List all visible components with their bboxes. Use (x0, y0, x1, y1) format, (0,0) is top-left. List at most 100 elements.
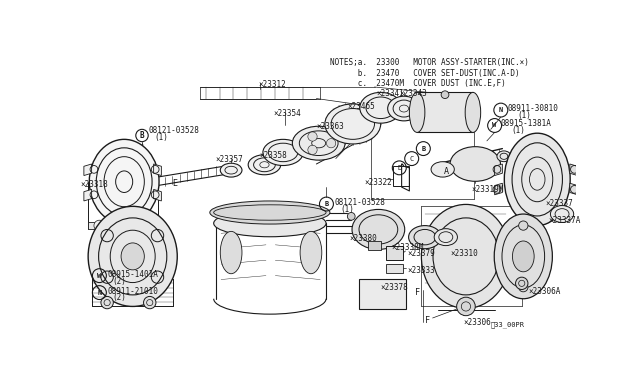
Text: W: W (97, 273, 102, 279)
Bar (359, 279, 406, 309)
Polygon shape (154, 164, 161, 176)
Ellipse shape (550, 206, 573, 222)
Text: ×23465: ×23465 (348, 102, 375, 110)
Bar (386, 264, 403, 273)
Text: ×23354: ×23354 (274, 109, 301, 118)
Circle shape (136, 220, 147, 231)
Text: ×23343: ×23343 (399, 89, 427, 97)
Text: ×23338M: ×23338M (392, 243, 424, 252)
Ellipse shape (434, 229, 458, 246)
Text: B: B (140, 131, 144, 140)
Text: ×23337: ×23337 (545, 199, 573, 208)
Circle shape (94, 220, 105, 231)
Polygon shape (570, 183, 577, 195)
Polygon shape (495, 164, 502, 176)
Ellipse shape (360, 92, 402, 123)
Text: D: D (397, 165, 401, 171)
Polygon shape (88, 222, 157, 230)
Ellipse shape (88, 206, 177, 307)
Polygon shape (84, 164, 92, 176)
Text: NOTES;a.  23300   MOTOR ASSY-STARTER(INC.×): NOTES;a. 23300 MOTOR ASSY-STARTER(INC.×) (330, 58, 529, 67)
Ellipse shape (248, 155, 281, 175)
Text: ×23310: ×23310 (451, 249, 478, 258)
Ellipse shape (121, 243, 145, 270)
Text: ×23363: ×23363 (316, 122, 344, 131)
Ellipse shape (214, 210, 326, 237)
Ellipse shape (497, 151, 511, 162)
Ellipse shape (431, 162, 454, 177)
Circle shape (457, 297, 476, 316)
Polygon shape (154, 189, 161, 201)
Polygon shape (495, 183, 502, 195)
Ellipse shape (504, 133, 570, 225)
Text: ×23306A: ×23306A (528, 287, 561, 296)
Circle shape (308, 132, 317, 141)
Circle shape (326, 139, 336, 148)
Circle shape (143, 296, 156, 309)
Circle shape (308, 145, 317, 154)
Text: c.  23470M  COVER DUST (INC.E,F): c. 23470M COVER DUST (INC.E,F) (330, 78, 506, 87)
Ellipse shape (220, 231, 242, 274)
Text: b.  23470   COVER SET-DUST(INC.A-D): b. 23470 COVER SET-DUST(INC.A-D) (330, 68, 519, 77)
Text: F: F (425, 316, 429, 325)
Ellipse shape (494, 214, 552, 299)
Text: N: N (499, 107, 503, 113)
Ellipse shape (388, 96, 420, 121)
Circle shape (101, 296, 113, 309)
Bar (393, 166, 408, 186)
Text: 08911-21010: 08911-21010 (107, 286, 158, 295)
Text: ×23341: ×23341 (376, 89, 404, 97)
Text: F: F (415, 288, 420, 297)
Text: B: B (421, 145, 426, 151)
Bar (368, 241, 381, 250)
Text: W: W (493, 122, 497, 128)
Text: 08915-1381A: 08915-1381A (501, 119, 552, 128)
Text: (2): (2) (113, 276, 127, 286)
Text: ×23357: ×23357 (216, 155, 243, 164)
Ellipse shape (210, 201, 330, 224)
Ellipse shape (450, 147, 500, 181)
Ellipse shape (410, 92, 425, 132)
Ellipse shape (263, 140, 303, 166)
Text: ×23322: ×23322 (364, 178, 392, 187)
Text: ×23312: ×23312 (259, 80, 286, 89)
Circle shape (359, 225, 367, 233)
Polygon shape (570, 164, 577, 176)
Ellipse shape (352, 209, 404, 250)
Text: B: B (324, 201, 328, 207)
Text: A: A (444, 167, 449, 176)
Ellipse shape (300, 231, 322, 274)
Text: ×23337A: ×23337A (549, 216, 581, 225)
Text: ×23378: ×23378 (381, 283, 408, 292)
Bar (386, 246, 403, 260)
Text: ×23379: ×23379 (407, 249, 435, 258)
Bar (417, 92, 473, 132)
Circle shape (348, 212, 355, 220)
Ellipse shape (90, 140, 159, 224)
Text: (1): (1) (511, 126, 525, 135)
Text: ×23380: ×23380 (349, 234, 378, 243)
Polygon shape (252, 212, 288, 220)
Text: 08121-03528: 08121-03528 (149, 126, 200, 135)
Circle shape (518, 283, 528, 292)
Text: 08911-30810: 08911-30810 (507, 104, 558, 113)
Text: (1): (1) (340, 205, 355, 214)
Ellipse shape (220, 163, 242, 177)
Text: (1): (1) (154, 133, 168, 142)
Text: ×23306: ×23306 (463, 318, 492, 327)
Text: ×23333: ×23333 (407, 266, 435, 275)
Text: ᴀ33_00PR: ᴀ33_00PR (491, 322, 525, 328)
Text: 08121-03528: 08121-03528 (334, 198, 385, 207)
Polygon shape (84, 189, 92, 201)
Text: ×23318: ×23318 (80, 180, 108, 189)
Circle shape (518, 221, 528, 230)
Circle shape (516, 277, 528, 289)
Text: C: C (410, 155, 414, 161)
Ellipse shape (465, 92, 481, 132)
Text: 08915-1401A: 08915-1401A (107, 270, 158, 279)
Ellipse shape (421, 205, 511, 308)
Text: (1): (1) (517, 111, 531, 120)
Ellipse shape (408, 225, 441, 249)
Circle shape (441, 91, 449, 99)
Ellipse shape (325, 104, 381, 144)
